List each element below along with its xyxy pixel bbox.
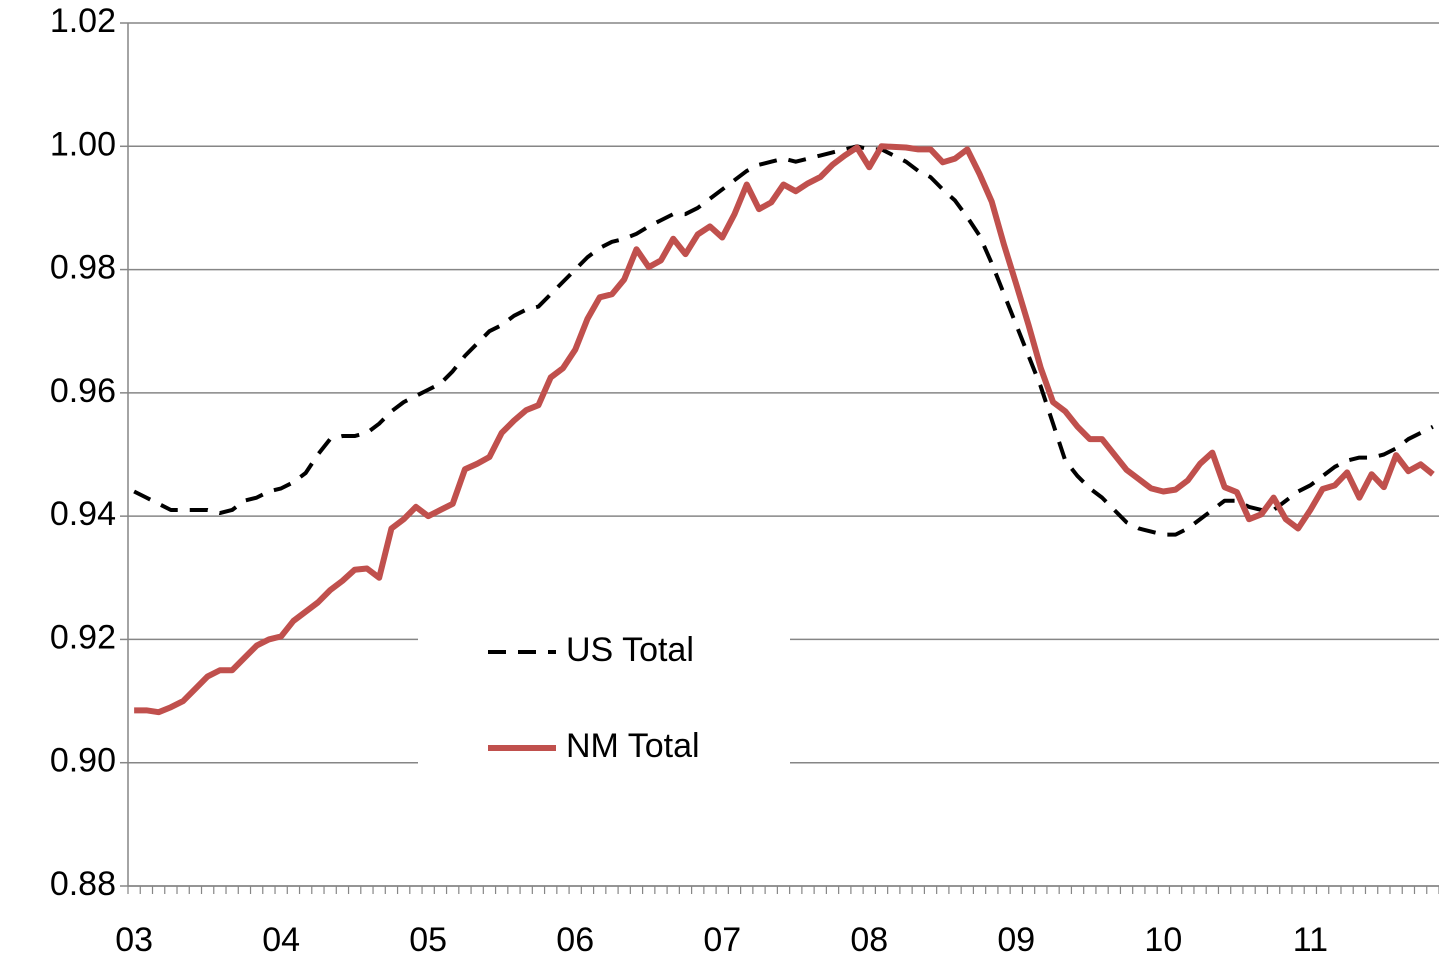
legend-label: NM Total bbox=[566, 727, 700, 765]
y-tick-label: 1.00 bbox=[50, 125, 116, 163]
legend: US Total NM Total bbox=[418, 612, 790, 790]
legend-label: US Total bbox=[566, 631, 694, 669]
y-tick-label: 0.96 bbox=[50, 372, 116, 410]
series-line bbox=[134, 143, 1435, 716]
x-tick-label: 06 bbox=[556, 921, 594, 959]
x-tick-label: 05 bbox=[409, 921, 447, 959]
x-tick-label: 04 bbox=[262, 921, 300, 959]
y-tick-label: 1.02 bbox=[50, 2, 116, 40]
x-tick-label: 03 bbox=[115, 921, 153, 959]
y-tick-label: 0.98 bbox=[50, 249, 116, 287]
y-tick-label: 0.94 bbox=[50, 495, 116, 533]
x-tick-label: 11 bbox=[1293, 921, 1328, 959]
legend-box bbox=[418, 612, 790, 790]
x-tick-label: 07 bbox=[703, 921, 741, 959]
y-tick-label: 0.90 bbox=[50, 742, 116, 780]
series-line bbox=[133, 144, 1434, 537]
x-tick-label: 10 bbox=[1144, 921, 1182, 959]
x-tick-label: 08 bbox=[850, 921, 888, 959]
y-tick-label: 0.88 bbox=[50, 865, 116, 903]
y-tick-label: 0.92 bbox=[50, 618, 116, 656]
x-tick-label: 09 bbox=[997, 921, 1035, 959]
